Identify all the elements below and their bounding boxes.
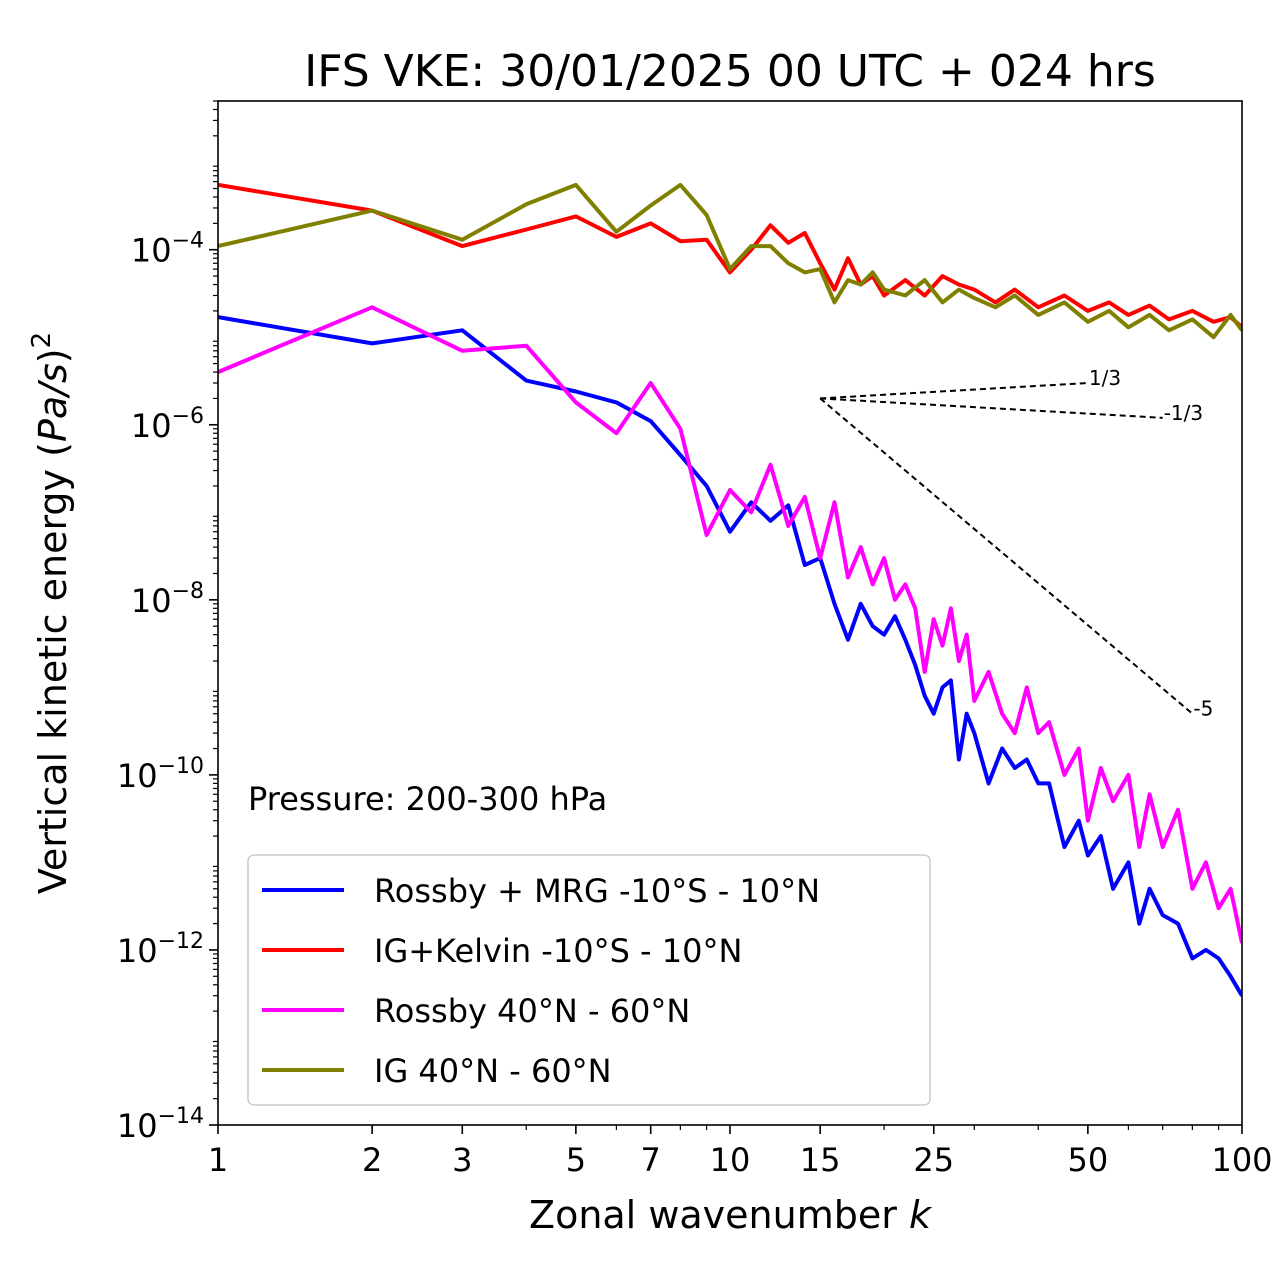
reference-slopes: 1/3 -1/3 -5 [819, 366, 1213, 721]
y-tick-base: 10 [131, 232, 172, 270]
series-layer [218, 182, 1242, 997]
legend-label: IG 40°N - 60°N [374, 1052, 612, 1090]
chart-title: IFS VKE: 30/01/2025 00 UTC + 024 hrs [304, 46, 1156, 97]
pressure-annotation: Pressure: 200-300 hPa [248, 780, 607, 818]
series-line-2 [218, 305, 1242, 944]
legend-items: Rossby + MRG -10°S - 10°N IG+Kelvin -10°S… [262, 872, 820, 1090]
y-tick-base: 10 [117, 932, 158, 970]
reference-slope-label: -5 [1193, 697, 1213, 721]
x-axis-ticks: 1 2 3 5 7 10 15 25 50 100 [208, 1125, 1273, 1179]
x-tick-label: 7 [641, 1141, 661, 1179]
y-tick-exponent: −14 [158, 1104, 204, 1129]
y-tick-exponent: −6 [172, 404, 204, 429]
y-tick-label: 10−6 [131, 404, 204, 445]
series-line-0 [218, 315, 1242, 997]
y-axis-label-var: Pa/s [31, 363, 75, 442]
y-tick-base: 10 [131, 407, 172, 445]
y-axis-label-exponent: 2 [27, 332, 57, 349]
y-axis-label: Vertical kinetic energy (Pa/s)2 [27, 332, 75, 894]
x-tick-label: 2 [362, 1141, 382, 1179]
y-tick-exponent: −10 [158, 754, 204, 779]
x-tick-label: 25 [913, 1141, 954, 1179]
y-tick-label: 10−14 [117, 1104, 204, 1145]
x-tick-label: 15 [800, 1141, 841, 1179]
y-tick-base: 10 [117, 1107, 158, 1145]
reference-slope-line [820, 397, 1163, 419]
y-tick-label: 10−4 [131, 229, 204, 270]
y-tick-label: 10−8 [131, 579, 204, 620]
x-tick-label: 5 [566, 1141, 586, 1179]
series-line-3 [218, 182, 1242, 340]
y-tick-base: 10 [131, 582, 172, 620]
legend: Rossby + MRG -10°S - 10°N IG+Kelvin -10°S… [247, 854, 931, 1106]
reference-slope-line [819, 397, 1194, 715]
y-tick-exponent: −8 [172, 579, 204, 604]
legend-box [247, 854, 931, 1106]
y-tick-exponent: −4 [172, 229, 204, 254]
y-tick-label: 10−10 [117, 754, 204, 795]
y-axis-label-main: Vertical kinetic energy ( [31, 442, 75, 894]
x-tick-label: 3 [452, 1141, 472, 1179]
reference-slope-line [820, 382, 1088, 400]
legend-label: Rossby + MRG -10°S - 10°N [374, 872, 820, 910]
y-tick-label: 10−12 [117, 929, 204, 970]
x-tick-label: 100 [1211, 1141, 1272, 1179]
series-line-1 [218, 182, 1242, 329]
legend-label: Rossby 40°N - 60°N [374, 992, 690, 1030]
reference-slope-label: -1/3 [1164, 401, 1203, 425]
y-axis-label-close: ) [31, 348, 75, 363]
y-tick-exponent: −12 [158, 929, 204, 954]
x-tick-label: 50 [1068, 1141, 1109, 1179]
x-axis-label-main: Zonal wavenumber [529, 1193, 909, 1237]
x-tick-label: 1 [208, 1141, 228, 1179]
x-tick-label: 10 [710, 1141, 751, 1179]
x-axis-label: Zonal wavenumber k [529, 1193, 933, 1237]
y-tick-base: 10 [117, 757, 158, 795]
reference-slope-label: 1/3 [1089, 366, 1121, 390]
x-axis-label-var: k [909, 1193, 933, 1237]
legend-label: IG+Kelvin -10°S - 10°N [374, 932, 742, 970]
